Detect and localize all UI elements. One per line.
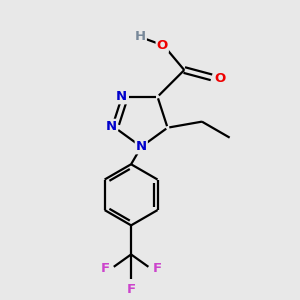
Text: N: N (116, 90, 127, 103)
Text: H: H (135, 30, 146, 43)
Text: F: F (127, 284, 136, 296)
Text: F: F (153, 262, 162, 275)
Text: F: F (100, 262, 110, 275)
Text: N: N (106, 120, 117, 133)
Text: O: O (157, 39, 168, 52)
Text: N: N (136, 140, 147, 153)
Text: O: O (215, 72, 226, 85)
